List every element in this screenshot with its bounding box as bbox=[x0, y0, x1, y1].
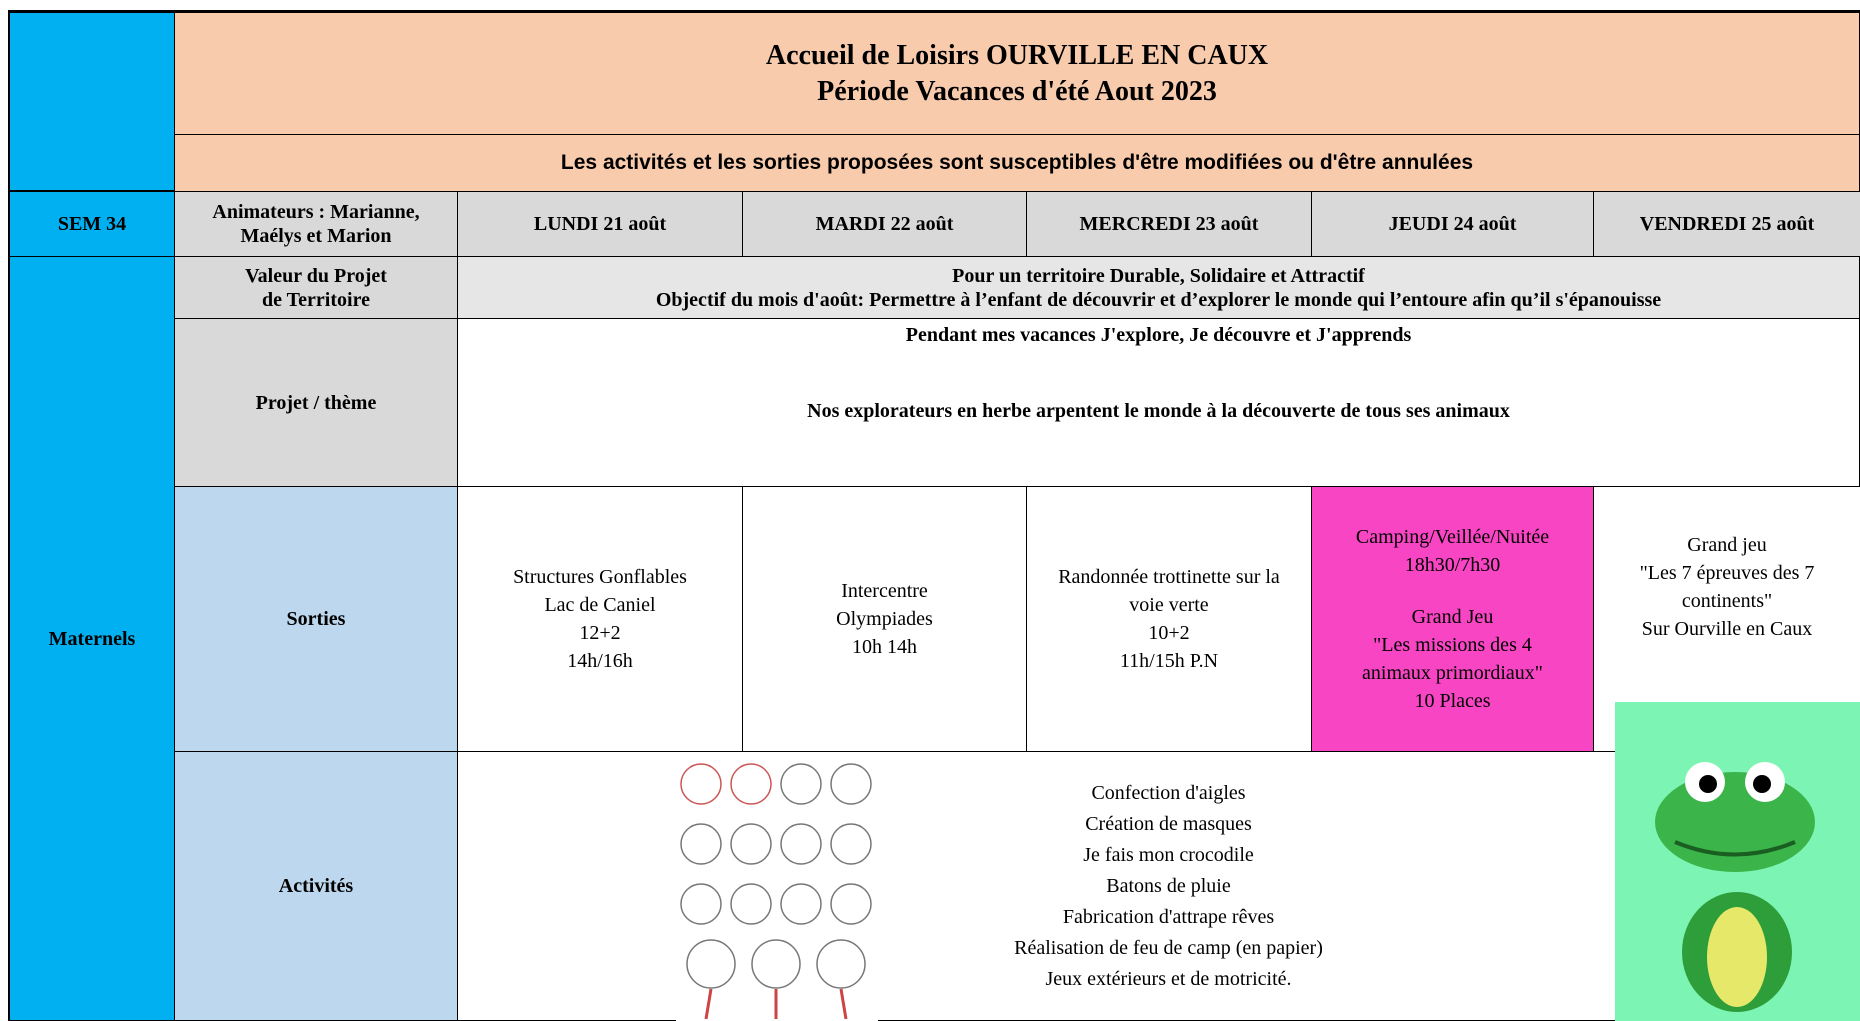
activites-content: Confection d'aigles Création de masques Je… bbox=[457, 751, 1860, 1021]
dreamcatcher-image bbox=[676, 759, 878, 1021]
text-line: Grand Jeu bbox=[1411, 606, 1494, 628]
sortie-cell: Camping/Veillée/Nuitée 18h30/7h30 Grand Je… bbox=[1311, 486, 1594, 752]
text-line: 11h/15h P.N bbox=[1119, 650, 1219, 672]
title: Accueil de Loisirs OURVILLE EN CAUX Pério… bbox=[174, 12, 1860, 135]
text-line: 14h/16h bbox=[567, 650, 633, 672]
text-line: continents" bbox=[1681, 590, 1773, 612]
text-line: Olympiades bbox=[836, 608, 933, 630]
text-line: Création de masques bbox=[1085, 812, 1252, 835]
text-line: Intercentre bbox=[841, 580, 928, 602]
paragraph: Camping/Veillée/Nuitée 18h30/7h30 bbox=[1356, 523, 1549, 579]
sortie-cell: Structures Gonflables Lac de Caniel 12+2 14… bbox=[457, 486, 743, 752]
projet-label: Projet / thème bbox=[174, 318, 458, 487]
text-line: Je fais mon crocodile bbox=[1083, 843, 1254, 866]
text-line: 10h 14h bbox=[852, 636, 917, 658]
text-line: 10+2 bbox=[1148, 622, 1190, 644]
text-line: Valeur du Projet bbox=[245, 264, 387, 287]
sortie-cell: Intercentre Olympiades 10h 14h bbox=[742, 486, 1027, 752]
day-header: MARDI 22 août bbox=[742, 191, 1027, 257]
text-line: Réalisation de feu de camp (en papier) bbox=[1014, 936, 1323, 959]
text-line: Randonnée trottinette sur la bbox=[1058, 566, 1280, 588]
day-header: LUNDI 21 août bbox=[457, 191, 743, 257]
text-line: 10 Places bbox=[1414, 690, 1491, 712]
staff: Animateurs : Marianne, Maélys et Marion bbox=[174, 191, 458, 257]
text-line: Batons de pluie bbox=[1106, 874, 1231, 897]
paragraph: Randonnée trottinette sur la voie verte 10… bbox=[1058, 563, 1280, 675]
text-line: Confection d'aigles bbox=[1091, 781, 1246, 804]
text-line: Structures Gonflables bbox=[513, 566, 687, 588]
text-line: Sur Ourville en Caux bbox=[1641, 618, 1813, 640]
text-line: Pour un territoire Durable, Solidaire et… bbox=[952, 264, 1365, 287]
text-line: Lac de Caniel bbox=[544, 594, 656, 616]
notice: Les activités et les sorties proposées s… bbox=[174, 134, 1860, 192]
group: Maternels bbox=[9, 256, 175, 1021]
valeur-content: Pour un territoire Durable, Solidaire et… bbox=[457, 256, 1860, 319]
week: SEM 34 bbox=[9, 191, 175, 257]
paragraph: Intercentre Olympiades 10h 14h bbox=[836, 577, 933, 661]
text-line: Objectif du mois d'août: Permettre à l’e… bbox=[655, 288, 1662, 311]
text-line: "Les missions des 4 bbox=[1373, 634, 1532, 656]
sorties-label: Sorties bbox=[174, 486, 458, 752]
day-header: MERCREDI 23 août bbox=[1026, 191, 1312, 257]
projet-content: Pendant mes vacances J'explore, Je décou… bbox=[457, 318, 1860, 487]
corner bbox=[9, 12, 175, 191]
text-line: "Les 7 épreuves des 7 bbox=[1639, 562, 1815, 584]
text-line: animaux primordiaux" bbox=[1362, 662, 1543, 684]
text-line: de Territoire bbox=[262, 288, 370, 311]
projet-intro: Pendant mes vacances J'explore, Je décou… bbox=[905, 324, 1412, 346]
text-line: Fabrication d'attrape rêves bbox=[1062, 905, 1275, 928]
text-line: Camping/Veillée/Nuitée bbox=[1355, 526, 1550, 548]
text-line: Accueil de Loisirs OURVILLE EN CAUX bbox=[765, 39, 1269, 71]
day-header: VENDREDI 25 août bbox=[1593, 191, 1860, 257]
day-header: JEUDI 24 août bbox=[1311, 191, 1594, 257]
crocodile-image bbox=[1615, 702, 1860, 1021]
text-line: Période Vacances d'été Aout 2023 bbox=[817, 75, 1217, 107]
text-line: Animateurs : Marianne, bbox=[212, 201, 420, 223]
text-line: voie verte bbox=[1129, 594, 1209, 616]
text-line: 18h30/7h30 bbox=[1404, 554, 1501, 576]
paragraph: Structures Gonflables Lac de Caniel 12+2 14… bbox=[513, 563, 687, 675]
activites-label: Activités bbox=[174, 751, 458, 1021]
paragraph: Grand Jeu "Les missions des 4 animaux prim… bbox=[1362, 603, 1543, 715]
valeur-label: Valeur du Projet de Territoire bbox=[174, 256, 458, 319]
sortie-cell: Randonnée trottinette sur la voie verte 10… bbox=[1026, 486, 1312, 752]
text-line: 12+2 bbox=[579, 622, 621, 644]
text-line: Grand jeu bbox=[1687, 534, 1767, 556]
text-line: Maélys et Marion bbox=[240, 225, 392, 247]
text-line: Jeux extérieurs et de motricité. bbox=[1045, 967, 1292, 990]
paragraph: Grand jeu "Les 7 épreuves des 7 continents… bbox=[1640, 531, 1815, 643]
projet-theme: Nos explorateurs en herbe arpentent le m… bbox=[807, 400, 1510, 422]
